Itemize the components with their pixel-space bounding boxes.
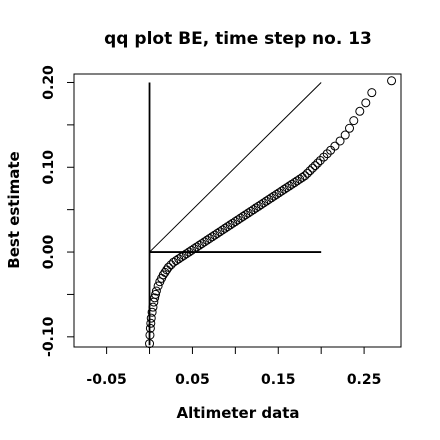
data-point: [361, 98, 371, 108]
data-point: [146, 313, 156, 323]
data-point: [146, 318, 156, 328]
plot-frame: [73, 73, 402, 348]
data-point: [319, 152, 329, 162]
data-points: [145, 76, 397, 349]
data-point: [302, 168, 312, 178]
data-point: [355, 106, 365, 116]
data-point: [153, 281, 163, 291]
y-tick-label: -0.10: [41, 316, 57, 357]
data-point: [308, 163, 318, 173]
reference-line-diagonal: [149, 82, 322, 253]
data-point: [313, 158, 323, 168]
data-point: [147, 307, 157, 317]
data-point: [163, 262, 173, 272]
data-point: [145, 330, 155, 340]
data-point: [349, 116, 359, 126]
y-tick-label: 0.10: [41, 150, 57, 185]
y-axis-label: Best estimate: [5, 151, 23, 268]
data-point: [315, 155, 325, 165]
data-point: [367, 88, 377, 98]
data-point: [330, 141, 340, 151]
data-point: [345, 123, 355, 133]
reference-lines: [148, 82, 322, 346]
y-axis: -0.10 0.00 0.10 0.20: [41, 65, 74, 357]
data-point: [151, 286, 161, 296]
x-tick-label: -0.05: [86, 372, 126, 388]
chart-title: qq plot BE, time step no. 13: [104, 29, 372, 49]
data-point: [335, 136, 345, 146]
y-tick-label: 0.00: [41, 235, 57, 270]
x-axis: -0.05 0.05 0.15 0.25: [86, 347, 381, 388]
data-point: [387, 76, 397, 86]
x-tick-label: 0.25: [347, 372, 382, 388]
data-point: [340, 130, 350, 140]
data-point: [151, 289, 161, 299]
data-point: [305, 166, 315, 176]
data-point: [322, 149, 332, 159]
data-point: [300, 171, 310, 181]
data-point: [150, 293, 160, 303]
data-point: [310, 161, 320, 171]
x-axis-label: Altimeter data: [177, 404, 300, 422]
y-tick-label: 0.20: [41, 65, 57, 100]
data-point: [145, 323, 155, 333]
data-point: [148, 302, 158, 312]
x-tick-label: 0.05: [175, 372, 210, 388]
x-tick-label: 0.15: [261, 372, 296, 388]
